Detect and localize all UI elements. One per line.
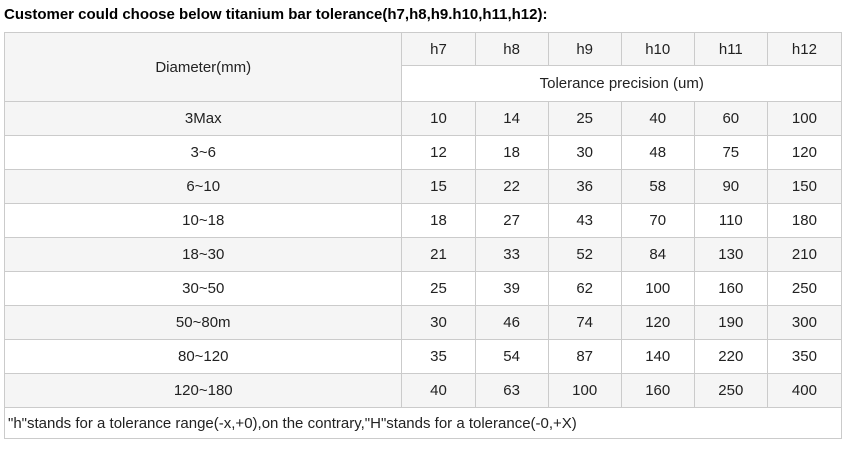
value-cell: 30	[401, 305, 476, 340]
value-cell: 190	[693, 305, 768, 340]
diameter-cell: 18~30	[3, 237, 403, 272]
value-cell: 60	[693, 101, 768, 136]
value-cell: 160	[693, 271, 768, 306]
value-cell: 10	[401, 101, 476, 136]
grade-header-cell: h12	[766, 32, 843, 66]
diameter-cell: 3Max	[3, 101, 403, 136]
value-cell: 54	[474, 339, 549, 374]
value-cell: 46	[474, 305, 549, 340]
value-cell: 350	[766, 339, 843, 374]
table-row: 6~10 15 22 36 58 90 150	[3, 169, 843, 204]
value-cell: 33	[474, 237, 549, 272]
value-cell: 15	[401, 169, 476, 204]
value-cell: 48	[620, 135, 695, 170]
footnote-row: "h"stands for a tolerance range(-x,+0),o…	[4, 407, 842, 439]
table-row: 3Max 10 14 25 40 60 100	[3, 101, 843, 136]
grade-header-cell: h8	[474, 32, 549, 66]
value-cell: 18	[401, 203, 476, 238]
value-cell: 40	[401, 373, 476, 408]
value-cell: 120	[766, 135, 843, 170]
grade-header-cell: h11	[693, 32, 768, 66]
value-cell: 39	[474, 271, 549, 306]
value-cell: 14	[474, 101, 549, 136]
value-cell: 110	[693, 203, 768, 238]
table-row: 10~18 18 27 43 70 110 180	[3, 203, 843, 238]
value-cell: 250	[693, 373, 768, 408]
value-cell: 52	[547, 237, 622, 272]
value-cell: 70	[620, 203, 695, 238]
value-cell: 210	[766, 237, 843, 272]
value-cell: 90	[693, 169, 768, 204]
diameter-cell: 3~6	[3, 135, 403, 170]
value-cell: 12	[401, 135, 476, 170]
diameter-header-cell: Diameter(mm)	[3, 32, 403, 102]
value-cell: 130	[693, 237, 768, 272]
value-cell: 43	[547, 203, 622, 238]
value-cell: 140	[620, 339, 695, 374]
table-row: 80~120 35 54 87 140 220 350	[3, 339, 843, 374]
table-row: 18~30 21 33 52 84 130 210	[3, 237, 843, 272]
value-cell: 87	[547, 339, 622, 374]
value-cell: 120	[620, 305, 695, 340]
value-cell: 21	[401, 237, 476, 272]
value-cell: 27	[474, 203, 549, 238]
value-cell: 100	[766, 101, 843, 136]
table-row: 3~6 12 18 30 48 75 120	[3, 135, 843, 170]
footnote-cell: "h"stands for a tolerance range(-x,+0),o…	[4, 407, 842, 439]
value-cell: 36	[547, 169, 622, 204]
value-cell: 150	[766, 169, 843, 204]
page-title: Customer could choose below titanium bar…	[4, 6, 548, 23]
value-cell: 220	[693, 339, 768, 374]
diameter-cell: 80~120	[3, 339, 403, 374]
table-row: 120~180 40 63 100 160 250 400	[3, 373, 843, 408]
grade-header-cell: h10	[620, 32, 695, 66]
value-cell: 180	[766, 203, 843, 238]
subheader-cell: Tolerance precision (um)	[401, 65, 842, 102]
grade-header-row: Diameter(mm) h7 h8 h9 h10 h11 h12	[3, 32, 843, 102]
value-cell: 25	[401, 271, 476, 306]
value-cell: 62	[547, 271, 622, 306]
value-cell: 75	[693, 135, 768, 170]
diameter-cell: 30~50	[3, 271, 403, 306]
value-cell: 74	[547, 305, 622, 340]
value-cell: 30	[547, 135, 622, 170]
table-row: 50~80m 30 46 74 120 190 300	[3, 305, 843, 340]
value-cell: 22	[474, 169, 549, 204]
value-cell: 35	[401, 339, 476, 374]
table-row: 30~50 25 39 62 100 160 250	[3, 271, 843, 306]
subheader-row: Tolerance precision (um)	[5, 65, 842, 102]
value-cell: 100	[620, 271, 695, 306]
value-cell: 63	[474, 373, 549, 408]
diameter-cell: 50~80m	[3, 305, 403, 340]
tolerance-table: Diameter(mm) h7 h8 h9 h10 h11 h12 Tolera…	[3, 32, 843, 439]
value-cell: 40	[620, 101, 695, 136]
value-cell: 160	[620, 373, 695, 408]
grade-header-cell: h9	[547, 32, 622, 66]
value-cell: 58	[620, 169, 695, 204]
diameter-cell: 6~10	[3, 169, 403, 204]
value-cell: 250	[766, 271, 843, 306]
diameter-cell: 120~180	[3, 373, 403, 408]
value-cell: 300	[766, 305, 843, 340]
grade-header-cell: h7	[401, 32, 476, 66]
value-cell: 84	[620, 237, 695, 272]
value-cell: 18	[474, 135, 549, 170]
page: Customer could choose below titanium bar…	[3, 6, 843, 439]
value-cell: 25	[547, 101, 622, 136]
value-cell: 100	[547, 373, 622, 408]
diameter-cell: 10~18	[3, 203, 403, 238]
value-cell: 400	[766, 373, 843, 408]
